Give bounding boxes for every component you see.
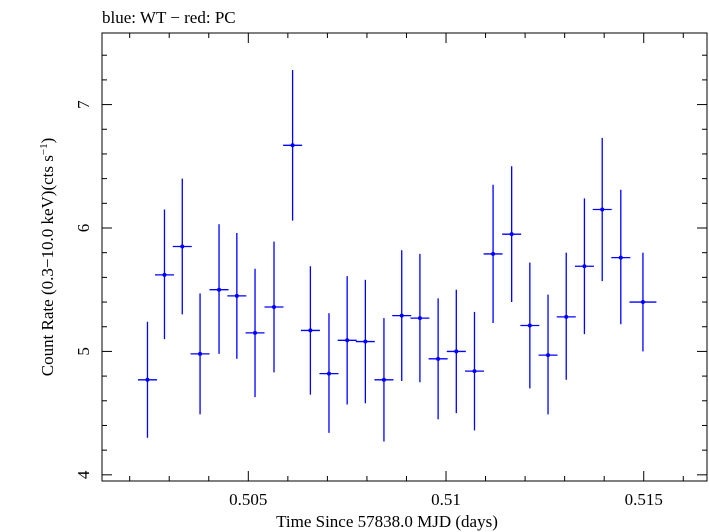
- y-axis-tick-labels: 4 5 6 7: [74, 100, 93, 479]
- data-point: [227, 232, 247, 359]
- y-axis-label-main: Count Rate (0.3−10.0 keV)(cts s: [38, 155, 57, 376]
- data-point: [154, 209, 174, 340]
- data-point: [629, 252, 657, 352]
- point-marker: [234, 293, 239, 298]
- data-point: [190, 293, 210, 415]
- data-point: [574, 198, 594, 335]
- x-tick-label: 0.515: [625, 490, 663, 509]
- data-point: [538, 294, 558, 415]
- x-tick-label: 0.505: [229, 490, 267, 509]
- point-marker: [290, 143, 295, 148]
- data-point: [592, 137, 612, 282]
- data-point: [446, 289, 466, 414]
- data-point: [245, 268, 265, 398]
- point-marker: [253, 330, 258, 335]
- data-point: [428, 298, 448, 420]
- point-marker: [618, 255, 623, 260]
- data-point: [556, 252, 576, 380]
- data-point: [319, 313, 339, 433]
- chart-title: blue: WT − red: PC: [102, 8, 236, 27]
- data-point: [300, 266, 320, 395]
- data-series: [137, 70, 657, 442]
- point-marker: [546, 353, 551, 358]
- point-marker: [582, 264, 587, 269]
- point-marker: [600, 207, 605, 212]
- point-marker: [217, 287, 222, 292]
- data-point: [611, 189, 631, 325]
- point-marker: [363, 339, 368, 344]
- plot-frame: [101, 32, 708, 482]
- data-point: [209, 224, 229, 354]
- x-axis-ticks: [129, 33, 684, 481]
- y-axis-label-end: ): [38, 138, 57, 144]
- point-marker: [198, 351, 203, 356]
- data-point: [337, 276, 357, 405]
- data-point: [137, 321, 157, 438]
- point-marker: [145, 377, 150, 382]
- point-marker: [399, 313, 404, 318]
- y-axis-label: Count Rate (0.3−10.0 keV)(cts s−1): [38, 138, 57, 377]
- point-marker: [162, 272, 167, 277]
- data-point: [264, 241, 284, 373]
- data-point: [520, 262, 540, 389]
- data-point: [355, 279, 375, 404]
- data-point: [374, 318, 394, 442]
- point-marker: [472, 369, 477, 374]
- data-point: [392, 250, 412, 382]
- y-tick-label: 7: [74, 100, 93, 109]
- y-axis-label-superscript: −1: [38, 143, 50, 155]
- point-marker: [381, 377, 386, 382]
- y-tick-label: 6: [74, 224, 93, 233]
- y-tick-label: 4: [74, 470, 93, 479]
- point-marker: [308, 328, 313, 333]
- y-tick-label: 5: [74, 347, 93, 356]
- point-marker: [640, 300, 645, 305]
- data-point: [172, 178, 192, 315]
- point-marker: [491, 251, 496, 256]
- x-axis-label: Time Since 57838.0 MJD (days): [276, 512, 498, 531]
- data-point: [283, 70, 303, 221]
- x-tick-label: 0.51: [431, 490, 461, 509]
- data-point: [483, 184, 503, 324]
- data-point: [502, 166, 522, 303]
- y-axis-ticks: [102, 54, 707, 476]
- point-marker: [527, 323, 532, 328]
- point-marker: [436, 356, 441, 361]
- point-marker: [417, 316, 422, 321]
- x-axis-tick-labels: 0.505 0.51 0.515: [229, 490, 663, 509]
- point-marker: [345, 338, 350, 343]
- data-point: [410, 253, 430, 383]
- data-point: [465, 311, 484, 431]
- point-marker: [564, 314, 569, 319]
- point-marker: [509, 232, 514, 237]
- point-marker: [180, 244, 185, 249]
- point-marker: [272, 304, 277, 309]
- point-marker: [454, 349, 459, 354]
- point-marker: [326, 371, 331, 376]
